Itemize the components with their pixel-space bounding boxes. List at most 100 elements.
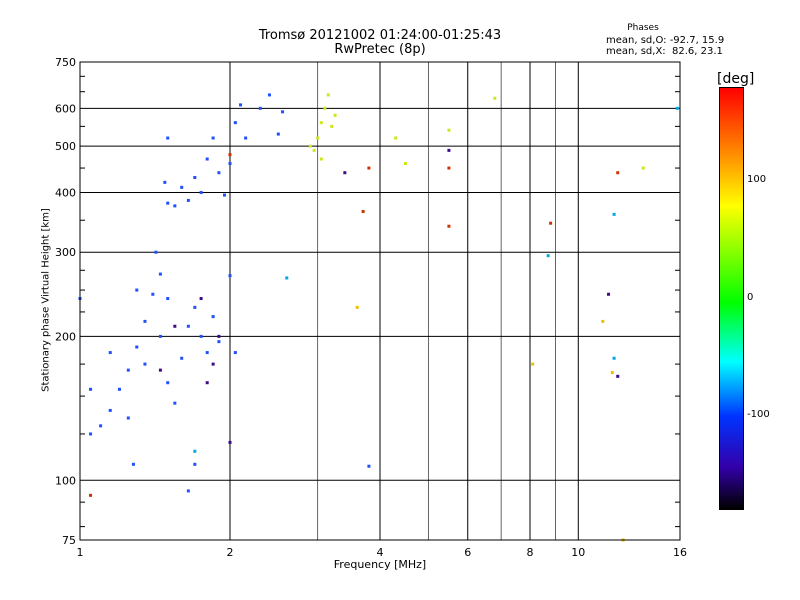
data-point	[143, 319, 147, 323]
data-point	[223, 193, 227, 197]
data-point	[186, 489, 190, 493]
data-point	[616, 374, 620, 378]
data-point	[641, 166, 645, 170]
data-point	[343, 171, 347, 175]
colorbar-tick-label: 0	[747, 291, 754, 303]
data-point	[228, 161, 232, 165]
x-tick-label: 4	[377, 546, 384, 559]
chart-title-line-2: RwPretec (8p)	[334, 42, 426, 57]
data-point	[154, 250, 158, 254]
y-tick-label: 500	[55, 140, 76, 153]
data-point	[285, 276, 289, 280]
data-point	[355, 305, 359, 309]
data-point	[186, 198, 190, 202]
data-point	[163, 180, 167, 184]
data-point	[151, 292, 155, 296]
data-point	[193, 305, 197, 309]
data-point	[199, 334, 203, 338]
data-point	[394, 136, 398, 140]
data-point	[158, 272, 162, 276]
data-point	[217, 171, 221, 175]
data-point	[126, 416, 130, 420]
x-tick-label: 6	[464, 546, 471, 559]
axis-ticks: 1 2 4 6 8 10 16 75 100 200 300 400 500 600 750	[55, 56, 687, 559]
data-point	[89, 493, 93, 497]
data-point	[211, 136, 215, 140]
x-tick-label: 2	[227, 546, 234, 559]
data-point	[99, 424, 103, 428]
data-point	[312, 148, 316, 152]
data-point	[205, 157, 209, 161]
y-tick-label: 300	[55, 246, 76, 259]
data-point	[326, 93, 330, 97]
y-tick-label: 750	[55, 56, 76, 69]
data-point	[323, 106, 327, 110]
data-point	[193, 462, 197, 466]
phase-colorbar	[719, 87, 744, 510]
y-tick-label: 600	[55, 102, 76, 115]
data-point	[493, 96, 497, 100]
data-point	[549, 221, 553, 225]
data-point	[205, 351, 209, 355]
data-point	[205, 381, 209, 385]
data-point	[199, 190, 203, 194]
data-point	[135, 288, 139, 292]
data-point	[193, 449, 197, 453]
x-tick-label: 8	[527, 546, 534, 559]
data-point	[108, 351, 112, 355]
data-point	[180, 185, 184, 189]
data-point	[166, 297, 170, 301]
data-point	[531, 362, 535, 366]
colorbar-tick-label: -100	[747, 409, 770, 420]
data-point	[228, 274, 232, 278]
data-point	[258, 106, 262, 110]
x-tick-label: 10	[571, 546, 585, 559]
data-point	[546, 254, 550, 258]
data-point	[108, 408, 112, 412]
grid-lines	[80, 62, 680, 540]
data-point	[173, 324, 177, 328]
data-point	[233, 121, 237, 125]
data-point	[166, 136, 170, 140]
data-point	[612, 212, 616, 216]
data-point	[228, 153, 232, 157]
data-point	[276, 132, 280, 136]
colorbar-tick-label: 100	[747, 174, 767, 185]
data-point	[319, 157, 323, 161]
data-point	[333, 113, 337, 117]
y-tick-label: 400	[55, 186, 76, 199]
data-point	[186, 324, 190, 328]
data-point	[447, 224, 451, 228]
data-point	[89, 432, 93, 436]
data-point	[217, 340, 221, 344]
data-point	[89, 387, 93, 391]
phase-stats-x: mean, sd,X: 82.6, 23.1	[606, 46, 723, 57]
data-point	[117, 387, 121, 391]
data-point	[330, 124, 334, 128]
x-tick-label: 16	[673, 546, 687, 559]
data-point	[403, 161, 407, 165]
data-point	[211, 315, 215, 319]
data-points	[78, 93, 679, 542]
data-point	[367, 464, 371, 468]
data-point	[308, 144, 312, 148]
data-point	[616, 171, 620, 175]
data-point	[319, 121, 323, 125]
colorbar-title: [deg]	[717, 71, 755, 87]
x-tick-label: 1	[77, 546, 84, 559]
data-point	[158, 368, 162, 372]
data-point	[173, 204, 177, 208]
data-point	[158, 334, 162, 338]
data-point	[180, 356, 184, 360]
data-point	[610, 371, 614, 375]
data-point	[281, 110, 285, 114]
phase-stats-heading: Phases	[627, 23, 659, 33]
data-point	[131, 462, 135, 466]
data-point	[447, 148, 451, 152]
data-point	[228, 440, 232, 444]
data-point	[126, 368, 130, 372]
data-point	[607, 292, 611, 296]
data-point	[217, 334, 221, 338]
data-point	[367, 166, 371, 170]
